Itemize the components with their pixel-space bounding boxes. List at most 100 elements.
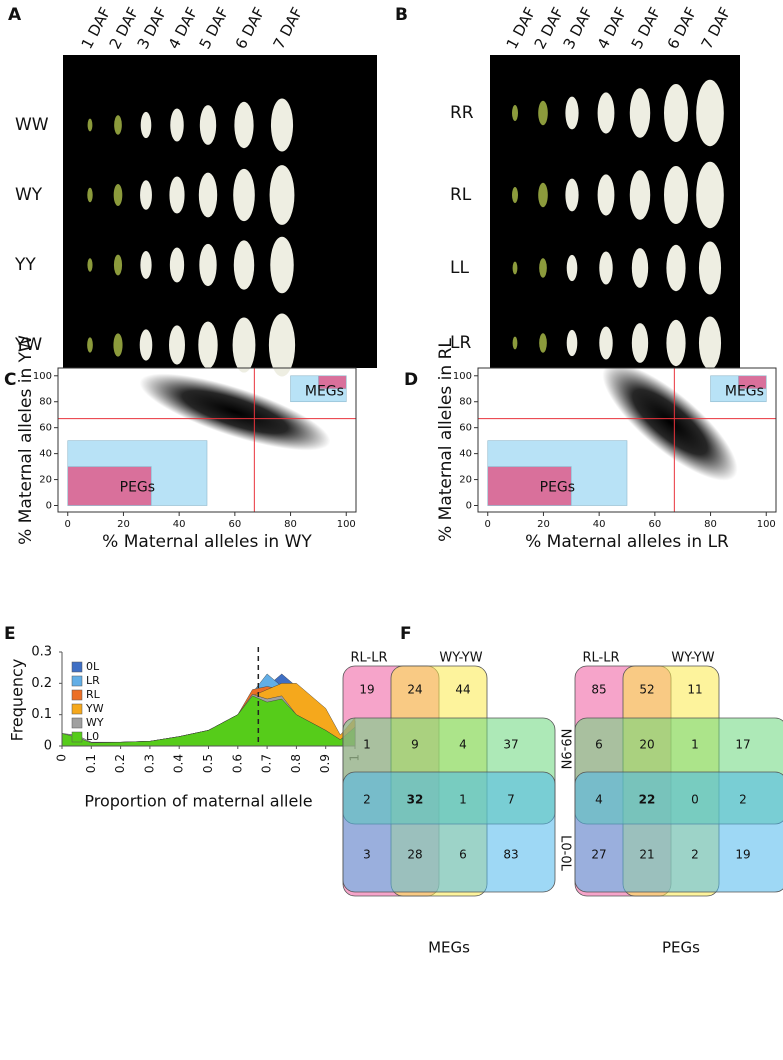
legend-swatch	[71, 703, 83, 715]
x-tick-label: 100	[337, 519, 356, 530]
venn-count: 17	[735, 738, 750, 752]
y-tick-label: 0	[466, 501, 472, 512]
seed	[198, 321, 218, 369]
venn-title: MEGs	[428, 939, 470, 957]
venn-count: 2	[739, 793, 747, 807]
seed	[696, 161, 724, 229]
photo-a	[63, 55, 377, 368]
legend-label: 0L	[86, 660, 100, 673]
x-tick-label: 0.4	[172, 754, 186, 773]
seed	[87, 118, 93, 132]
seed	[169, 247, 185, 283]
venn-count: 4	[595, 793, 603, 807]
y-tick-label: 100	[33, 371, 52, 382]
venn-count: 9	[411, 738, 419, 752]
y-tick-label: 80	[459, 397, 472, 408]
x-tick-label: 0.7	[260, 754, 274, 773]
x-tick-label: 0.8	[289, 754, 303, 773]
y-axis-label: % Maternal alleles in RL	[436, 338, 456, 542]
seed	[698, 241, 722, 295]
row-label: RR	[450, 103, 474, 123]
column-header: 7 DAF	[698, 4, 735, 52]
venn-count: 1	[363, 738, 371, 752]
region-label: PEGs	[120, 479, 155, 495]
y-tick-label: 0.3	[31, 645, 52, 660]
seed	[666, 319, 686, 367]
seed	[87, 337, 93, 353]
y-tick-label: 60	[459, 423, 472, 434]
legend-label: L0	[86, 730, 99, 743]
x-tick-label: 20	[537, 519, 550, 530]
seed	[512, 187, 518, 203]
venn-count: 52	[639, 683, 654, 697]
y-tick-label: 20	[459, 475, 472, 486]
seed	[512, 261, 518, 275]
x-axis-label: % Maternal alleles in LR	[525, 532, 729, 552]
row-label: LL	[450, 258, 469, 278]
venn-count: 32	[407, 793, 424, 807]
legend-swatch	[71, 717, 83, 729]
set-label: L0-0L	[558, 835, 573, 871]
set-label: RL-LR	[582, 651, 619, 666]
venn-count: 19	[359, 683, 374, 697]
point-cloud	[602, 363, 738, 481]
venn-count: 6	[595, 738, 603, 752]
seed	[233, 240, 255, 290]
x-tick-label: 0.5	[201, 754, 215, 773]
region-label: MEGs	[305, 383, 344, 399]
legend-swatch	[71, 675, 83, 687]
seed	[270, 98, 294, 152]
legend-label: LR	[86, 674, 100, 687]
venn-count: 24	[407, 683, 422, 697]
y-tick-label: 0.1	[31, 707, 52, 722]
seed	[233, 168, 255, 222]
set-label: WY-YW	[671, 651, 714, 666]
y-tick-label: 60	[39, 423, 52, 434]
region	[487, 466, 572, 506]
venn-count: 85	[591, 683, 606, 697]
row-label: YW	[14, 335, 42, 355]
legend-swatch	[71, 689, 83, 701]
venn-set	[342, 771, 556, 893]
seed	[113, 184, 123, 206]
panel-letter: A	[8, 5, 22, 25]
panel-letter: C	[4, 370, 16, 390]
venn-count: 22	[639, 793, 656, 807]
seed	[538, 100, 548, 126]
seed	[169, 325, 185, 365]
plot-frame	[57, 367, 357, 513]
panel-letter: E	[4, 624, 16, 644]
column-header: 5 DAF	[628, 4, 665, 52]
venn-count: 83	[503, 848, 518, 862]
column-header: 5 DAF	[196, 4, 233, 52]
venn-count: 2	[363, 793, 371, 807]
set-label: RL-LR	[350, 651, 387, 666]
x-tick-label: 40	[173, 519, 186, 530]
seed	[234, 101, 254, 149]
point-cloud	[139, 373, 331, 451]
seed	[198, 172, 218, 218]
region	[67, 466, 152, 506]
seed	[631, 323, 649, 363]
seed	[512, 336, 518, 350]
seed	[140, 251, 152, 279]
venn-set	[574, 771, 783, 893]
venn-count: 21	[639, 848, 654, 862]
x-tick-label: 0.1	[84, 754, 98, 773]
region	[738, 375, 767, 390]
seed	[139, 329, 153, 361]
column-header: 6 DAF	[664, 4, 701, 52]
seed	[87, 187, 93, 203]
seed	[87, 258, 93, 272]
x-tick-label: 60	[648, 519, 661, 530]
seed	[629, 170, 651, 220]
x-tick-label: 80	[704, 519, 717, 530]
column-header: 6 DAF	[232, 4, 269, 52]
seed	[199, 105, 217, 145]
seed	[698, 316, 722, 370]
x-tick-label: 0.2	[113, 754, 127, 773]
legend-swatch	[71, 661, 83, 673]
x-tick-label: 0	[55, 754, 69, 762]
venn-count: 6	[459, 848, 467, 862]
x-axis-label: % Maternal alleles in WY	[102, 532, 312, 552]
